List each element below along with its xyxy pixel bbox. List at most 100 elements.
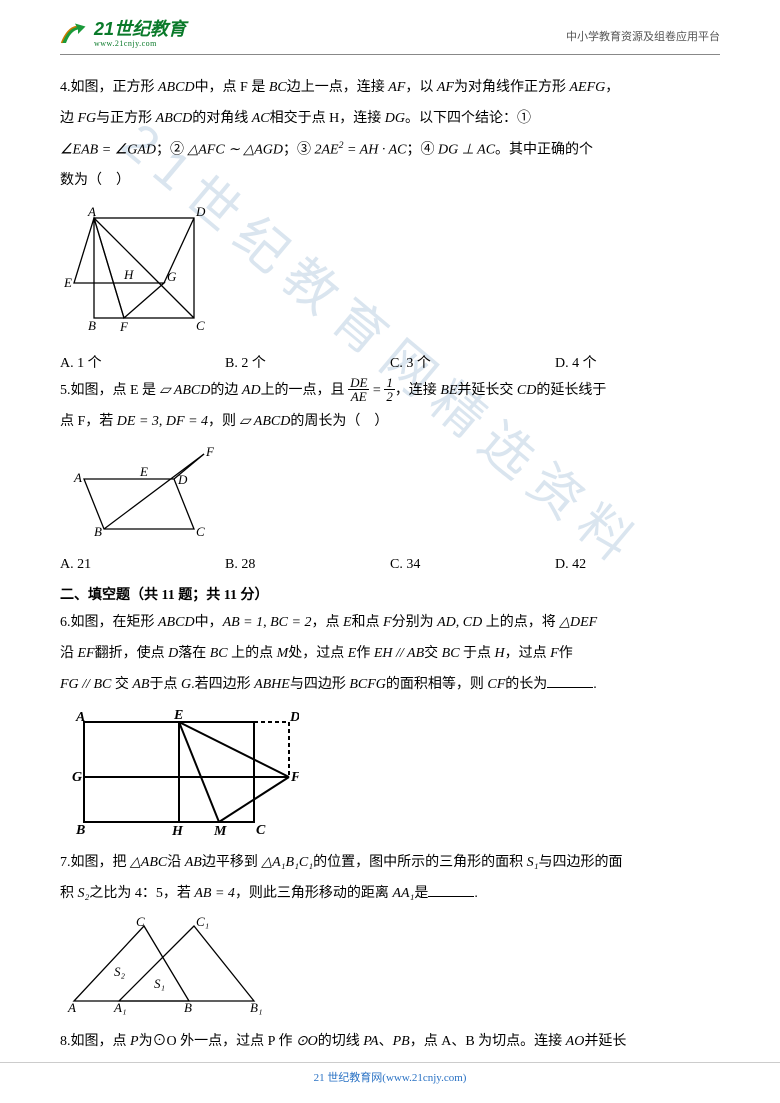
q6-ab: AB bbox=[132, 677, 149, 692]
q6-l2c: 落在 bbox=[178, 646, 210, 661]
q5-eq: = bbox=[369, 383, 384, 398]
q8-l1e: 并延长 bbox=[584, 1034, 626, 1049]
q4-sep1: ；② bbox=[156, 142, 188, 157]
q7-ab: AB bbox=[185, 855, 202, 870]
q7-l1e: 与四边形的面 bbox=[539, 855, 623, 870]
q6-adcd: AD, CD bbox=[437, 615, 482, 630]
q7-period: . bbox=[474, 886, 478, 901]
q7-l1b: 沿 bbox=[167, 855, 185, 870]
question-5: 5.如图，点 E 是 ▱ ABCD的边 AD上的一点，且 DEAE = 12，连… bbox=[60, 376, 720, 438]
question-7: 7.如图，把 △ABC沿 AB边平移到 △A₁B₁C₁的位置，图中所示的三角形的… bbox=[60, 848, 720, 910]
svg-text:C: C bbox=[256, 823, 266, 837]
q5-frac1: DEAE bbox=[348, 376, 369, 403]
q5-frac2: 12 bbox=[384, 376, 395, 403]
svg-text:C: C bbox=[136, 916, 145, 929]
svg-text:A₁: A₁ bbox=[113, 1000, 126, 1015]
q4-t2: 中，点 F 是 bbox=[195, 80, 269, 95]
q4-opt-c[interactable]: C. 3 个 bbox=[390, 351, 555, 376]
q6-bc: BC bbox=[210, 646, 228, 661]
q6-abhe: ABHE bbox=[254, 677, 290, 692]
q6-l1e: 分别为 bbox=[392, 615, 438, 630]
q5-l1b: 的边 bbox=[210, 383, 242, 398]
logo: 21世纪教育 www.21cnjy.com bbox=[60, 20, 186, 48]
svg-text:B₁: B₁ bbox=[250, 1000, 262, 1015]
q4-dg: DG bbox=[385, 111, 405, 126]
q7-s2: S₂ bbox=[78, 886, 90, 901]
header: 21世纪教育 www.21cnjy.com 中小学教育资源及组卷应用平台 bbox=[60, 20, 720, 55]
figure-q6: A E D G F B H M C bbox=[64, 707, 720, 846]
svg-text:E: E bbox=[173, 708, 183, 723]
q5-par: ▱ ABCD bbox=[160, 383, 211, 398]
q4-opt-b[interactable]: B. 2 个 bbox=[225, 351, 390, 376]
svg-text:E: E bbox=[139, 464, 148, 479]
q5-be: BE bbox=[440, 383, 457, 398]
q4-c2: △AFC ∼ △AGD bbox=[187, 142, 282, 157]
section-2-title: 二、填空题（共 11 题；共 11 分） bbox=[60, 583, 720, 608]
page: 21世纪教育 www.21cnjy.com 中小学教育资源及组卷应用平台 4.如… bbox=[0, 0, 780, 1098]
svg-text:F: F bbox=[119, 319, 129, 334]
q5-par2: ▱ ABCD bbox=[240, 414, 291, 429]
q7-a1b1c1: △A₁B₁C₁ bbox=[261, 855, 313, 870]
q5-l1c: 上的一点，且 bbox=[261, 383, 349, 398]
q7-aa1: AA₁ bbox=[392, 886, 414, 901]
q6-l1d: 和点 bbox=[352, 615, 384, 630]
q5-l1d: ，连接 bbox=[395, 383, 441, 398]
q5-l1a: 5.如图，点 E 是 bbox=[60, 383, 160, 398]
q8-pa: PA bbox=[363, 1034, 378, 1049]
q4-ac: AC bbox=[252, 111, 270, 126]
svg-text:M: M bbox=[213, 824, 227, 837]
svg-text:D: D bbox=[289, 710, 299, 725]
svg-text:B: B bbox=[88, 318, 96, 333]
q4-l2c: 的对角线 bbox=[192, 111, 252, 126]
q4-c3eq: 2AE bbox=[314, 142, 338, 157]
q5-opt-a[interactable]: A. 21 bbox=[60, 552, 225, 577]
q8-l1a: 8.如图，点 bbox=[60, 1034, 130, 1049]
q5-de3: DE = 3 bbox=[117, 414, 159, 429]
svg-text:C: C bbox=[196, 524, 205, 539]
q6-l2g: 交 bbox=[424, 646, 442, 661]
q6-bc3: BC bbox=[442, 646, 460, 661]
q6-blank[interactable] bbox=[547, 674, 593, 688]
q6-l3f: 的面积相等，则 bbox=[386, 677, 488, 692]
q6-d: D bbox=[168, 646, 178, 661]
q4-abcd: ABCD bbox=[158, 80, 195, 95]
q4-fg: FG bbox=[78, 111, 97, 126]
question-8: 8.如图，点 P为⊙O 外一点，过点 P 作 ⊙O的切线 PA、PB，点 A、B… bbox=[60, 1027, 720, 1058]
q4-l2d: 相交于点 H，连接 bbox=[270, 111, 385, 126]
q6-l2i: ，过点 bbox=[505, 646, 551, 661]
svg-text:F: F bbox=[205, 444, 215, 459]
q8-pb: PB bbox=[393, 1034, 410, 1049]
logo-main-text: 21世纪教育 bbox=[94, 20, 186, 38]
q4-opt-a[interactable]: A. 1 个 bbox=[60, 351, 225, 376]
q6-l2j: 作 bbox=[559, 646, 573, 661]
svg-text:B: B bbox=[184, 1000, 192, 1015]
svg-text:H: H bbox=[123, 267, 134, 282]
svg-text:A: A bbox=[75, 710, 85, 725]
q5-opt-d[interactable]: D. 42 bbox=[555, 552, 720, 577]
q5-opt-b[interactable]: B. 28 bbox=[225, 552, 390, 577]
logo-sub-text: www.21cnjy.com bbox=[94, 40, 186, 48]
q4-tail: 。其中正确的个 bbox=[495, 142, 593, 157]
svg-text:G: G bbox=[167, 269, 177, 284]
q6-l3g: 的长为 bbox=[505, 677, 547, 692]
q7-l2b: 之比为 4：5，若 bbox=[89, 886, 194, 901]
q6-l1a: 6.如图，在矩形 bbox=[60, 615, 158, 630]
q6-l3d: .若四边形 bbox=[191, 677, 254, 692]
q4-t4: ，以 bbox=[405, 80, 437, 95]
q4-aefg: AEFG bbox=[569, 80, 605, 95]
q6-l1f: 上的点，将 bbox=[482, 615, 559, 630]
svg-text:G: G bbox=[72, 770, 82, 785]
q5-l1f: 的延长线于 bbox=[536, 383, 606, 398]
q7-blank[interactable] bbox=[428, 883, 474, 897]
svg-text:A: A bbox=[73, 470, 82, 485]
q8-circo: ⊙O bbox=[296, 1034, 318, 1049]
q5-opt-c[interactable]: C. 34 bbox=[390, 552, 555, 577]
q8-l1d: ，点 A、B 为切点。连接 bbox=[410, 1034, 566, 1049]
svg-text:C: C bbox=[196, 318, 205, 333]
q4-opt-d[interactable]: D. 4 个 bbox=[555, 351, 720, 376]
q6-bc2: BC = 2 bbox=[270, 615, 311, 630]
q6-def: △DEF bbox=[559, 615, 597, 630]
q4-c4: DG ⊥ AC bbox=[438, 142, 495, 157]
q8-ao: AO bbox=[566, 1034, 585, 1049]
q4-c3eq2: = AH · AC bbox=[343, 142, 406, 157]
